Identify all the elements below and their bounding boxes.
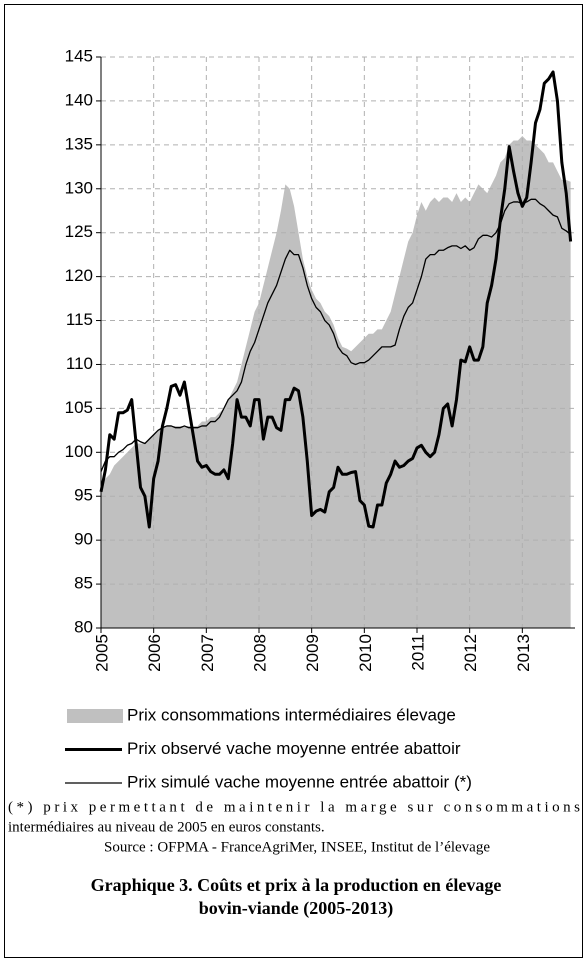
y-tick-label: 105 bbox=[65, 398, 93, 417]
line bbox=[100, 198, 572, 472]
legend-label: Prix consommations intermédiaires élevag… bbox=[127, 705, 456, 724]
x-tick-label: 2010 bbox=[356, 634, 375, 672]
y-tick-label: 130 bbox=[65, 178, 93, 197]
x-tick-label: 2008 bbox=[250, 634, 269, 672]
y-tick-label: 80 bbox=[74, 617, 93, 636]
note-line: (*) prix permettant de maintenir la marg… bbox=[8, 799, 580, 815]
y-tick-label: 125 bbox=[65, 222, 93, 241]
y-tick-label: 135 bbox=[65, 134, 93, 153]
y-tick-label: 90 bbox=[74, 530, 93, 549]
y-tick-label: 100 bbox=[65, 442, 93, 461]
x-tick-label: 2009 bbox=[303, 634, 322, 672]
y-tick-label: 110 bbox=[66, 354, 93, 373]
y-tick-label: 85 bbox=[74, 574, 93, 593]
frame bbox=[4, 4, 583, 958]
x-tick-label: 2005 bbox=[92, 634, 111, 672]
area bbox=[101, 136, 571, 628]
y-tick-label: 95 bbox=[74, 486, 93, 505]
y-tick-label: 120 bbox=[65, 266, 93, 285]
y-tick-label: 140 bbox=[65, 90, 93, 109]
y-tick-label: 145 bbox=[65, 46, 93, 65]
x-tick-label: 2011 bbox=[408, 634, 427, 671]
note-line: intermédiaires au niveau de 2005 en euro… bbox=[8, 819, 325, 835]
x-tick-label: 2006 bbox=[145, 634, 164, 672]
x-tick-label: 2007 bbox=[198, 634, 217, 672]
legend-label: Prix simulé vache moyenne entrée abattoi… bbox=[127, 772, 472, 791]
x-tick-label: 2013 bbox=[514, 634, 533, 672]
caption: bovin-viande (2005-2013) bbox=[199, 898, 394, 919]
source: Source : OFPMA - FranceAgriMer, INSEE, I… bbox=[104, 839, 490, 855]
legend-swatch bbox=[67, 709, 123, 723]
x-tick-label: 2012 bbox=[461, 634, 480, 672]
caption: Graphique 3. Coûts et prix à la producti… bbox=[91, 875, 502, 895]
line bbox=[99, 70, 573, 529]
y-tick-label: 115 bbox=[66, 310, 93, 329]
legend-label: Prix observé vache moyenne entrée abatto… bbox=[127, 739, 461, 758]
